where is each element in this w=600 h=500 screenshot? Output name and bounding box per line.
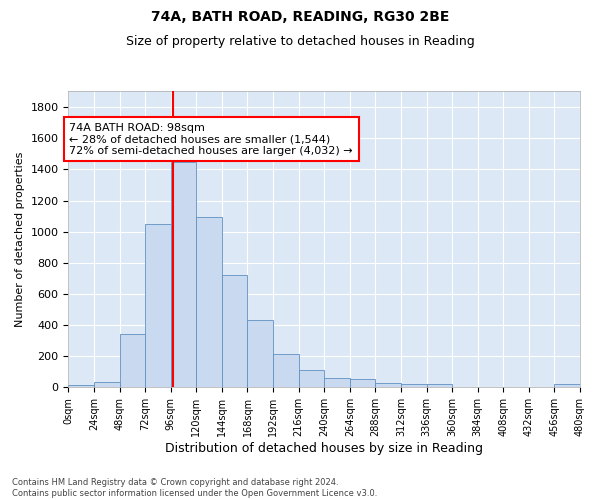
Text: Size of property relative to detached houses in Reading: Size of property relative to detached ho… — [125, 35, 475, 48]
Bar — [376, 383, 401, 388]
Bar — [196, 217, 222, 388]
Bar — [247, 320, 273, 388]
Bar — [94, 382, 119, 388]
Bar — [529, 386, 554, 388]
Bar — [478, 386, 503, 388]
Bar — [222, 274, 247, 388]
Bar — [273, 354, 299, 388]
Bar — [350, 379, 376, 388]
Bar — [427, 384, 452, 388]
Bar — [119, 334, 145, 388]
Bar — [145, 224, 171, 388]
Bar — [401, 384, 427, 388]
Bar — [324, 378, 350, 388]
Bar — [171, 162, 196, 388]
Bar — [554, 384, 580, 388]
Bar — [452, 386, 478, 388]
X-axis label: Distribution of detached houses by size in Reading: Distribution of detached houses by size … — [165, 442, 483, 455]
Y-axis label: Number of detached properties: Number of detached properties — [15, 152, 25, 327]
Text: 74A BATH ROAD: 98sqm
← 28% of detached houses are smaller (1,544)
72% of semi-de: 74A BATH ROAD: 98sqm ← 28% of detached h… — [70, 122, 353, 156]
Bar — [503, 386, 529, 388]
Bar — [68, 385, 94, 388]
Bar — [299, 370, 324, 388]
Text: 74A, BATH ROAD, READING, RG30 2BE: 74A, BATH ROAD, READING, RG30 2BE — [151, 10, 449, 24]
Text: Contains HM Land Registry data © Crown copyright and database right 2024.
Contai: Contains HM Land Registry data © Crown c… — [12, 478, 377, 498]
